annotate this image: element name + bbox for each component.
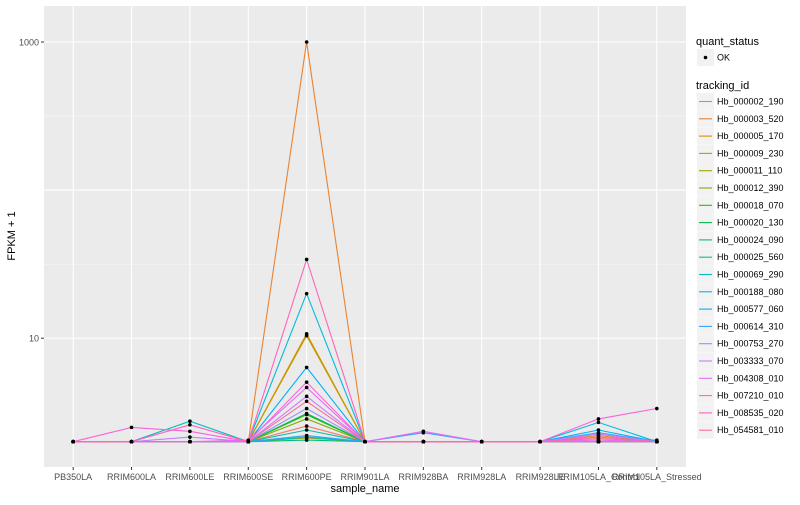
y-axis-title: FPKM + 1: [6, 211, 18, 260]
x-tick-label: RRIM600PE: [282, 472, 332, 482]
data-point: [188, 423, 192, 427]
legend-label: Hb_000002_190: [717, 97, 784, 107]
x-tick-label: RRIM928BA: [398, 472, 448, 482]
x-axis: PB350LA RRIM600LA RRIM600LE RRIM600SE RRIM60…: [54, 467, 702, 482]
data-point: [304, 411, 309, 416]
shape-legend-entries: OK: [697, 49, 730, 66]
data-point: [304, 399, 309, 404]
legend-label: Hb_000020_130: [717, 218, 784, 228]
data-point: [304, 333, 309, 338]
legend-label: Hb_000018_070: [717, 200, 784, 210]
data-point: [479, 439, 484, 444]
legend-label: Hb_000188_080: [717, 287, 784, 297]
legend-label: Hb_000009_230: [717, 148, 784, 158]
data-point: [188, 429, 192, 434]
x-tick-label: PB350LA: [54, 472, 92, 482]
data-point: [188, 439, 192, 444]
legend-label: Hb_000011_110: [717, 166, 782, 176]
legend-label: Hb_000025_560: [717, 252, 784, 262]
data-point: [304, 380, 309, 384]
data-point: [304, 417, 309, 421]
data-point: [596, 428, 601, 432]
grid: [44, 6, 686, 467]
legend-label: Hb_007210_010: [717, 391, 784, 401]
x-tick-label: RRIM105LA_Stressed: [612, 472, 702, 482]
data-point: [246, 439, 251, 444]
x-tick-label: RRIM600LE: [165, 472, 214, 482]
data-point: [129, 425, 134, 430]
legend-label: Hb_000069_290: [717, 270, 784, 280]
legend-label: Hb_008535_020: [717, 408, 784, 418]
y-tick-label: 1000: [19, 37, 39, 47]
data-point: [71, 439, 75, 444]
data-point: [538, 439, 542, 444]
legend-label: Hb_003333_070: [717, 356, 784, 366]
x-tick-label: RRIM901LA: [340, 472, 389, 482]
data-point: [596, 420, 601, 425]
data-point: [596, 439, 601, 444]
y-tick-label: 10: [29, 334, 39, 344]
data-point: [596, 435, 601, 439]
legend-point-symbol: [703, 55, 708, 60]
data-point: [304, 438, 309, 442]
x-axis-title: sample_name: [330, 483, 399, 495]
legend-label: Hb_000614_310: [717, 321, 784, 331]
x-tick-label: RRIM928LA: [457, 472, 506, 482]
legend-label: Hb_000003_520: [717, 114, 784, 124]
data-point: [363, 439, 367, 444]
data-point: [129, 439, 134, 444]
data-point: [304, 40, 309, 44]
legend-label: OK: [717, 53, 730, 63]
data-point: [304, 424, 309, 428]
legend-label: Hb_000753_270: [717, 339, 784, 349]
legend-title-quant-status: quant_status: [696, 36, 759, 48]
legend-title-tracking-id: tracking_id: [696, 80, 749, 92]
legend-label: Hb_000024_090: [717, 235, 784, 245]
x-tick-label: RRIM105LA_Control: [557, 472, 640, 482]
x-tick-label: RRIM600SE: [223, 472, 273, 482]
legend-label: Hb_000005_170: [717, 131, 784, 141]
data-point: [304, 406, 309, 411]
data-point: [421, 439, 426, 444]
data-point: [304, 291, 309, 296]
data-point: [304, 428, 309, 432]
legend-label: Hb_000012_390: [717, 183, 784, 193]
y-axis: 10 1000: [19, 37, 44, 344]
legend: quant_status OK tracking_id Hb_000002_19…: [696, 36, 784, 439]
data-point: [304, 365, 309, 370]
data-point: [304, 385, 309, 390]
data-point: [188, 419, 192, 424]
x-tick-label: RRIM600LA: [107, 472, 156, 482]
data-point: [596, 417, 601, 421]
legend-label: Hb_054581_010: [717, 425, 784, 435]
data-point: [421, 429, 426, 434]
data-point: [304, 394, 309, 399]
data-point: [304, 433, 309, 438]
data-point: [655, 439, 659, 444]
data-point: [304, 257, 309, 262]
x-tick-label: RRIM928LE: [516, 472, 565, 482]
data-point: [188, 435, 192, 439]
data-point: [596, 432, 601, 436]
data-points: [71, 40, 659, 444]
color-legend-entries: Hb_000002_190 Hb_000003_520 Hb_000005_170 H…: [697, 93, 784, 439]
legend-label: Hb_000577_060: [717, 304, 784, 314]
legend-label: Hb_004308_010: [717, 373, 784, 383]
data-point: [655, 406, 659, 411]
